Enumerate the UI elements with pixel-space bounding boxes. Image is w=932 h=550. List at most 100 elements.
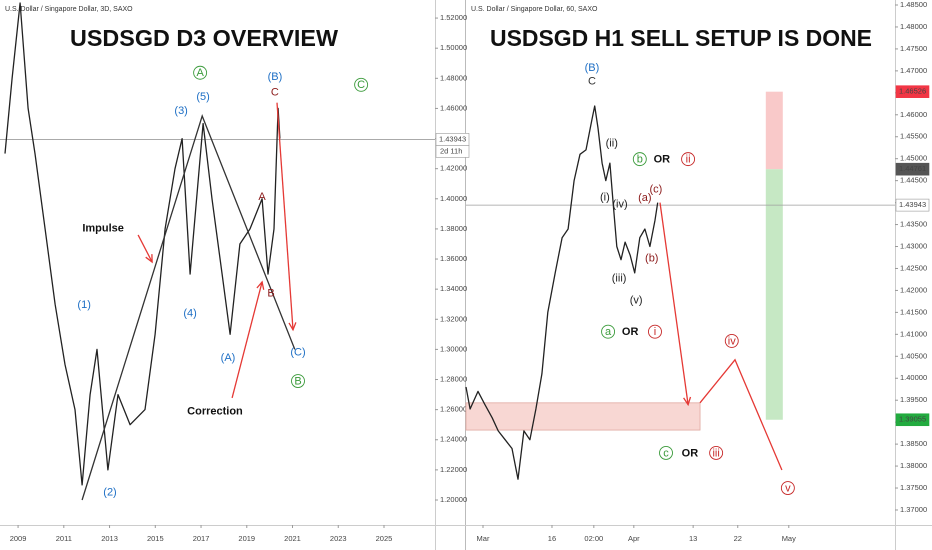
wave-label: iv [728,335,736,347]
wave-circle [632,152,647,167]
wave-label: (4) [183,307,196,319]
x-tick-label: 2019 [238,534,255,543]
x-tick-label: 2017 [193,534,210,543]
wave-label: (a) [638,192,651,204]
wave-label: (2) [103,486,116,498]
wave-line [81,114,296,501]
wave-label: (3) [174,105,187,117]
y-tick-label: 1.47500 [900,44,927,53]
wave-circle [193,65,208,80]
y-tick-label: 1.47000 [900,66,927,75]
x-tick-label: 2015 [147,534,164,543]
y-tick-label: 1.37500 [900,483,927,492]
wave-label: (i) [600,191,610,203]
y-tick-label: 1.45000 [900,154,927,163]
x-tick-label: 02:00 [584,534,603,543]
wave-label: B [267,287,274,299]
wave-line [231,281,263,399]
chart-header: U.S. Dollar / Singapore Dollar, 3D, SAXO [5,6,133,13]
y-tick-label: 1.42000 [900,285,927,294]
y-tick-label: 1.50000 [440,43,467,52]
y-tick-label: 1.26000 [440,405,467,414]
y-tick-label: 1.43000 [900,242,927,251]
wave-label: OR [654,154,671,166]
wave-label: c [663,447,669,459]
wave-label: OR [622,326,639,338]
y-tick-label: 1.38500 [900,439,927,448]
y-tick-label: 1.45500 [900,132,927,141]
x-tick-label: Apr [628,534,640,543]
wave-label: (ii) [606,137,618,149]
y-tick-label: 1.48000 [440,73,467,82]
y-tick-label: 1.38000 [440,224,467,233]
wave-circle [709,445,724,460]
wave-label: i [654,326,656,338]
y-tick-label: 1.41000 [900,329,927,338]
wave-label: iii [712,447,719,459]
wave-label: (B) [268,71,283,83]
x-tick-label: 2023 [330,534,347,543]
y-tick-label: 1.46000 [440,103,467,112]
wave-line [699,358,783,471]
y-tick-label: 1.52000 [440,13,467,22]
zone [765,91,783,170]
wave-label: (c) [649,183,662,195]
price-tag-label: 1.44761 [899,164,926,173]
chart-header: U.S. Dollar / Singapore Dollar, 60, SAXO [471,6,598,13]
y-tick-label: 1.40500 [900,351,927,360]
y-tick-label: 1.40000 [900,373,927,382]
x-tick-label: 2013 [101,534,118,543]
y-tick-label: 1.30000 [440,344,467,353]
x-tick-label: 22 [734,534,742,543]
y-tick-label: 1.20000 [440,495,467,504]
wave-line [659,202,689,405]
price-tag-label: 1.43943 [899,200,926,209]
wave-label: b [637,154,643,166]
wave-circle [291,374,305,388]
wave-line [276,102,294,330]
arrow-head [145,254,153,264]
y-tick-label: 1.22000 [440,465,467,474]
y-tick-label: 1.46000 [900,110,927,119]
y-tick-label: 1.42500 [900,263,927,272]
zone [765,169,783,420]
wave-circle [648,324,662,339]
arrow-head [288,322,297,332]
wave-circle [354,77,369,92]
wave-label: Impulse [82,222,124,234]
wave-label: (5) [196,91,209,103]
y-tick-label: 1.32000 [440,314,467,323]
y-tick-label: 1.40000 [440,194,467,203]
x-tick-label: 2025 [376,534,393,543]
y-tick-label: 1.28000 [440,375,467,384]
y-tick-label: 1.41500 [900,307,927,316]
x-tick-label: May [782,534,796,543]
y-tick-label: 1.34000 [440,284,467,293]
wave-label: v [785,482,791,494]
countdown: 2d 11h [440,146,462,155]
wave-circle [780,481,795,495]
wave-label: C [271,86,279,98]
price-line [465,105,659,480]
arrow-head [683,396,692,407]
price-tag-label: 1.39055 [899,415,926,424]
wave-label: A [196,67,204,79]
y-tick-label: 1.39500 [900,395,927,404]
x-tick-label: Mar [477,534,490,543]
wave-label: ii [686,154,691,166]
price-tag [895,85,930,98]
price-tag-label: 1.43943 [439,134,466,143]
y-tick-label: 1.36000 [440,254,467,263]
y-tick-label: 1.44500 [900,176,927,185]
y-tick-label: 1.48000 [900,22,927,31]
chart-title: USDSGD D3 OVERVIEW [70,25,338,51]
price-tag-label: 1.46526 [899,87,926,96]
price-tag [895,198,930,212]
zone [465,402,701,431]
x-tick-label: 16 [548,534,556,543]
price-tag [895,413,930,427]
wave-line [137,234,153,263]
wave-label: (b) [645,252,658,264]
price-tag [895,162,930,176]
wave-label: (A) [221,352,236,364]
